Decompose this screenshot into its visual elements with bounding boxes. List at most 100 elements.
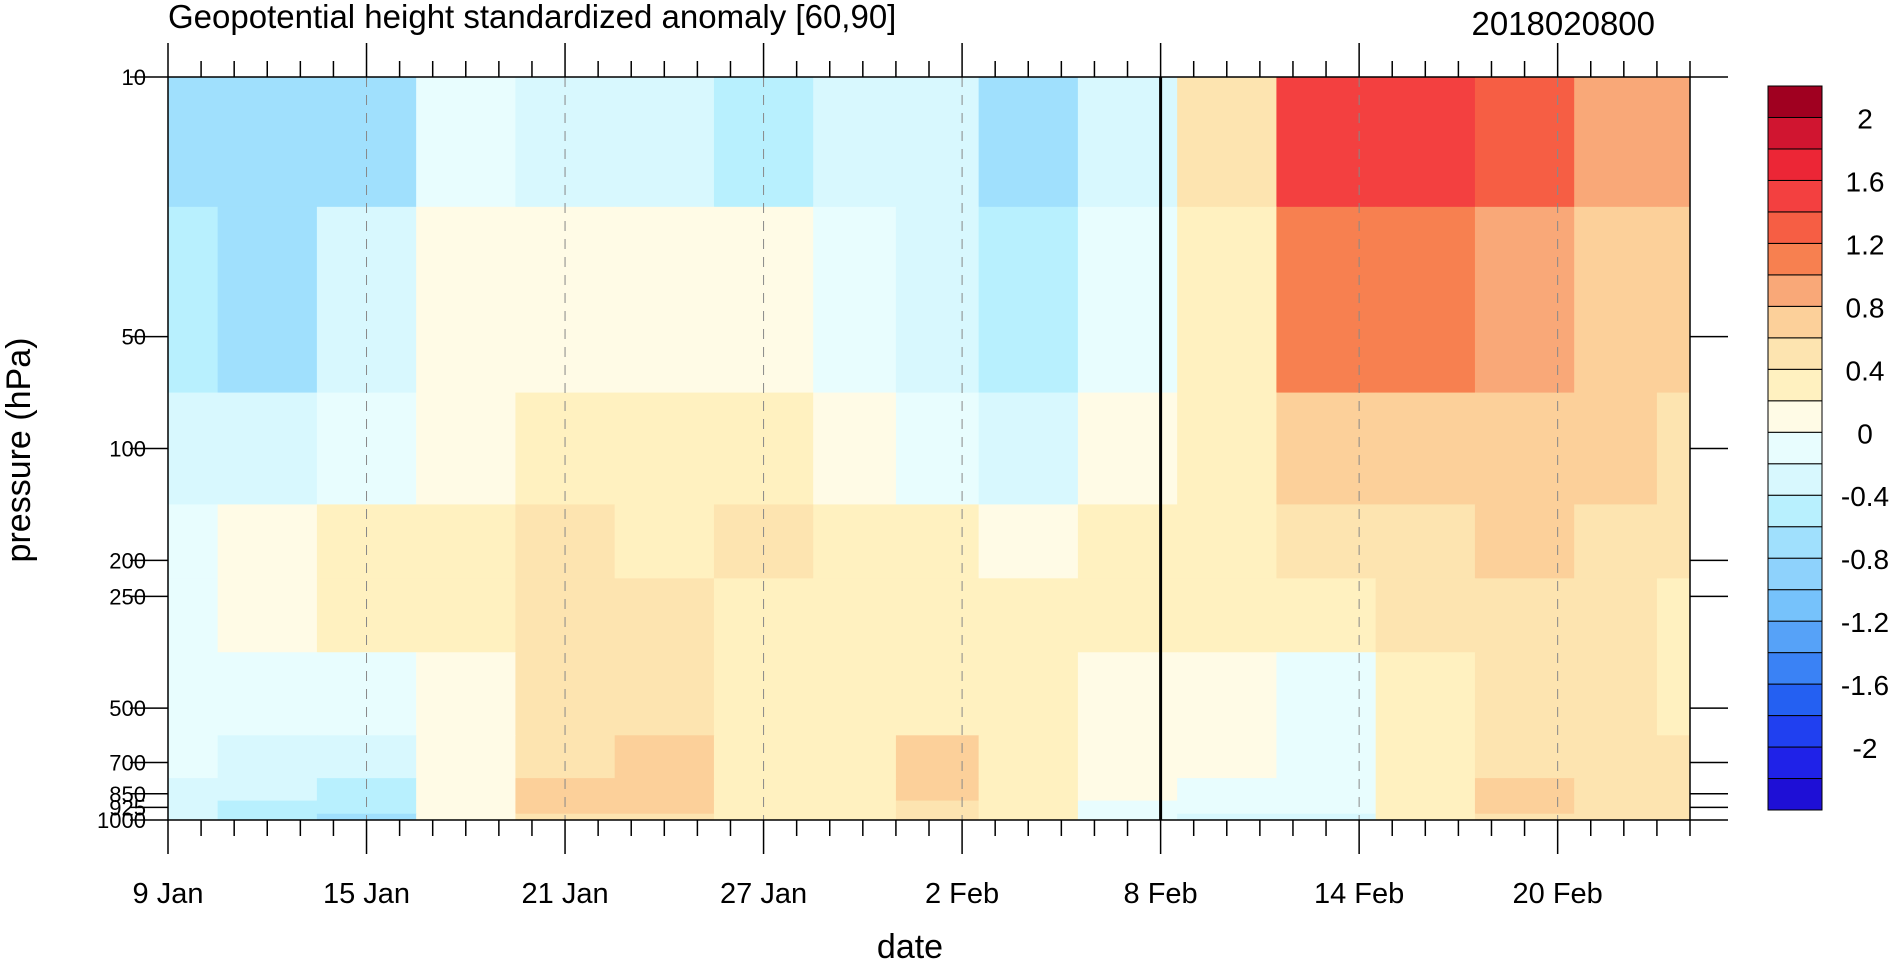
x-axis: 9 Jan 15 Jan 21 Jan 27 Jan 2 Feb 8 Feb 14 Feb 2… — [133, 43, 1691, 910]
heatmap-cell — [1474, 578, 1575, 653]
heatmap-cell — [1276, 77, 1377, 208]
colorbar: 2 1.6 1.2 0.8 0.4 0 -0.4 -0.8 -1.2 -1.6 -2 — [1767, 85, 1889, 811]
colorbar-label: -2 — [1853, 733, 1878, 764]
heatmap-cell — [1474, 652, 1575, 736]
heatmap-cell — [1077, 504, 1178, 579]
heatmap-cell — [895, 392, 980, 506]
heatmap-cell — [978, 813, 1079, 820]
heatmap-cell — [168, 652, 219, 736]
heatmap-cell — [895, 778, 980, 802]
heatmap-cell — [1276, 578, 1377, 653]
heatmap-cell — [217, 778, 318, 802]
x-tick-label: 20 Feb — [1513, 878, 1603, 910]
heatmap-cell — [1375, 578, 1476, 653]
colorbar-label: -1.2 — [1841, 607, 1889, 638]
heatmap-cell — [316, 800, 417, 815]
heatmap-cell — [1276, 392, 1377, 506]
heatmap-cell — [316, 735, 417, 779]
colorbar-swatch — [1767, 494, 1823, 528]
colorbar-swatch — [1767, 526, 1823, 559]
heatmap-cell — [515, 778, 616, 802]
heatmap-cell — [813, 206, 897, 394]
heatmap-cell — [895, 578, 980, 653]
heatmap-cell — [1474, 813, 1575, 820]
heatmap-cell — [416, 392, 517, 506]
colorbar-swatch — [1767, 274, 1823, 307]
y-tick-label: 500 — [109, 696, 146, 721]
colorbar-label: 0.4 — [1846, 355, 1885, 386]
heatmap-cell — [1177, 392, 1278, 506]
heatmap-cell — [1656, 735, 1690, 779]
heatmap-cell — [1574, 813, 1658, 820]
heatmap-cell — [1276, 735, 1377, 779]
heatmap-cell — [1177, 735, 1278, 779]
heatmap-cell — [813, 578, 897, 653]
heatmap-cell — [978, 504, 1079, 579]
heatmap-cell — [1375, 392, 1476, 506]
heatmap-cell — [614, 735, 715, 779]
heatmap-cell — [1177, 652, 1278, 736]
colorbar-label: -0.4 — [1841, 481, 1889, 512]
heatmap-cell — [1276, 800, 1377, 815]
colorbar-swatch — [1767, 242, 1823, 276]
heatmap-cell — [614, 392, 715, 506]
heatmap-cell — [895, 735, 980, 779]
y-tick-label: 700 — [109, 750, 146, 775]
colorbar-swatch — [1767, 305, 1823, 339]
heatmap-cell — [614, 77, 715, 208]
heatmap-cell — [416, 652, 517, 736]
heatmap-cell — [1375, 504, 1476, 579]
heatmap-cell — [1656, 813, 1690, 820]
heatmap-cell — [1375, 735, 1476, 779]
heatmap-cell — [813, 813, 897, 820]
heatmap-cell — [416, 778, 517, 802]
heatmap-cell — [416, 77, 517, 208]
heatmap-cell — [1276, 813, 1377, 820]
heatmap-cell — [1656, 800, 1690, 815]
heatmap-cell — [1177, 504, 1278, 579]
heatmap-cell — [978, 800, 1079, 815]
heatmap-cell — [1077, 206, 1178, 394]
heatmap-cell — [416, 813, 517, 820]
colorbar-swatch — [1767, 179, 1823, 213]
y-tick-label: 10 — [122, 65, 146, 90]
colorbar-swatch — [1767, 463, 1823, 496]
colorbar-swatch — [1767, 368, 1823, 402]
heatmap-cell — [1474, 800, 1575, 815]
colorbar-swatch — [1767, 557, 1823, 591]
heatmap-cell — [614, 800, 715, 815]
heatmap-cell — [515, 735, 616, 779]
heatmap-cell — [168, 578, 219, 653]
heatmap-cell — [813, 778, 897, 802]
heatmap-cell — [1574, 778, 1658, 802]
heatmap-cell — [168, 206, 219, 394]
heatmap-cell — [1177, 77, 1278, 208]
x-tick-label: 2 Feb — [925, 878, 999, 910]
heatmap-cell — [515, 392, 616, 506]
chart-title: Geopotential height standardized anomaly… — [168, 0, 896, 35]
heatmap-cell — [1276, 206, 1377, 394]
y-tick-label: 50 — [122, 325, 146, 350]
heatmap-cell — [895, 813, 980, 820]
heatmap-cell — [1177, 800, 1278, 815]
heatmap-cell — [1474, 778, 1575, 802]
heatmap-cell — [416, 504, 517, 579]
colorbar-swatch — [1767, 400, 1823, 433]
x-tick-label: 14 Feb — [1314, 878, 1404, 910]
heatmap-cell — [168, 77, 219, 208]
heatmap-cell — [1656, 578, 1690, 653]
heatmap-cell — [515, 800, 616, 815]
heatmap-cell — [1177, 813, 1278, 820]
heatmap-cell — [713, 778, 814, 802]
colorbar-swatch — [1767, 431, 1823, 465]
colorbar-label: 0.8 — [1846, 292, 1885, 323]
y-tick-label: 100 — [109, 437, 146, 462]
heatmap-cells — [168, 77, 1690, 820]
heatmap-cell — [614, 813, 715, 820]
heatmap-cell — [713, 800, 814, 815]
heatmap-cell — [1574, 392, 1658, 506]
colorbar-swatch — [1767, 85, 1823, 118]
heatmap-cell — [1375, 77, 1476, 208]
heatmap-cell — [416, 735, 517, 779]
heatmap-cell — [217, 206, 318, 394]
